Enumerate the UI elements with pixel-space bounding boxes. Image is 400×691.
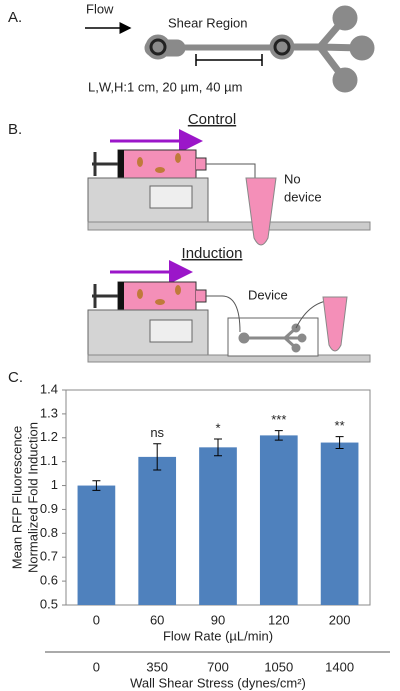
device-label: Device: [248, 287, 288, 302]
flow-label: Flow: [86, 1, 114, 16]
syringe: [92, 149, 207, 179]
error-bar: [335, 436, 344, 450]
y-tick-label: 1.1: [40, 453, 58, 468]
y-tick-label: 1.4: [40, 381, 58, 396]
y-axis-label: Mean RFP Fluorescence: [9, 426, 24, 570]
x2-tick-label: 350: [146, 659, 168, 674]
y-tick-label: 1.2: [40, 429, 58, 444]
bracket: [195, 54, 263, 66]
no-device: device: [284, 189, 322, 204]
collection-tube: [322, 296, 348, 352]
significance: ns: [150, 425, 164, 440]
panel-label: C.: [8, 369, 23, 386]
y-tick-label: 0.6: [40, 573, 58, 588]
x-tick-label: 60: [150, 612, 164, 627]
bar: [77, 485, 116, 605]
port: [273, 38, 291, 56]
base: [87, 221, 371, 231]
x2-tick-label: 1050: [264, 659, 293, 674]
panel-label: B.: [8, 121, 22, 138]
x-axis-label: Flow Rate (µL/min): [163, 628, 273, 643]
significance: *: [215, 420, 220, 435]
x-tick-label: 0: [93, 612, 100, 627]
bar: [259, 435, 298, 605]
error-bar: [274, 430, 283, 441]
control-title: Control: [188, 111, 236, 128]
collection-tube: [245, 177, 277, 246]
y-tick-label: 0.5: [40, 596, 58, 611]
pump-panel: [149, 319, 193, 343]
x2-tick-label: 0: [93, 659, 100, 674]
y-tick-label: 0.8: [40, 525, 58, 540]
error-bar: [153, 443, 162, 471]
region-label: Shear Region: [168, 15, 248, 30]
pump-panel: [149, 185, 193, 209]
no-device: No: [284, 171, 301, 186]
panel-label: A.: [8, 9, 22, 26]
x-tick-label: 200: [329, 612, 351, 627]
x-tick-label: 90: [211, 612, 225, 627]
bar: [199, 447, 237, 605]
y-axis-label: Normalized Fold Induction: [25, 422, 40, 573]
port: [149, 38, 167, 56]
x2-tick-label: 700: [207, 659, 229, 674]
induction-title: Induction: [182, 245, 243, 262]
significance: **: [335, 418, 345, 433]
error-bar: [214, 438, 222, 457]
device-b: [238, 323, 307, 353]
y-tick-label: 1: [51, 477, 58, 492]
y-tick-label: 1.3: [40, 405, 58, 420]
significance: ***: [271, 412, 286, 427]
bar: [138, 456, 177, 605]
error-bar: [92, 480, 101, 491]
dims-label: L,W,H:1 cm, 20 µm, 40 µm: [88, 79, 242, 94]
y-tick-label: 0.9: [40, 501, 58, 516]
bar: [320, 442, 359, 605]
syringe: [92, 281, 207, 311]
bar-chart: 0.5 0.6 0.7 0.8 0.9 1 1.1 1.2 1.3 1.4 Mean RFP Flu…: [9, 381, 390, 690]
x2-axis-label: Wall Shear Stress (dynes/cm²): [130, 675, 306, 690]
x-tick-label: 120: [268, 612, 290, 627]
x2-tick-label: 1400: [325, 659, 354, 674]
y-tick-label: 0.7: [40, 549, 58, 564]
